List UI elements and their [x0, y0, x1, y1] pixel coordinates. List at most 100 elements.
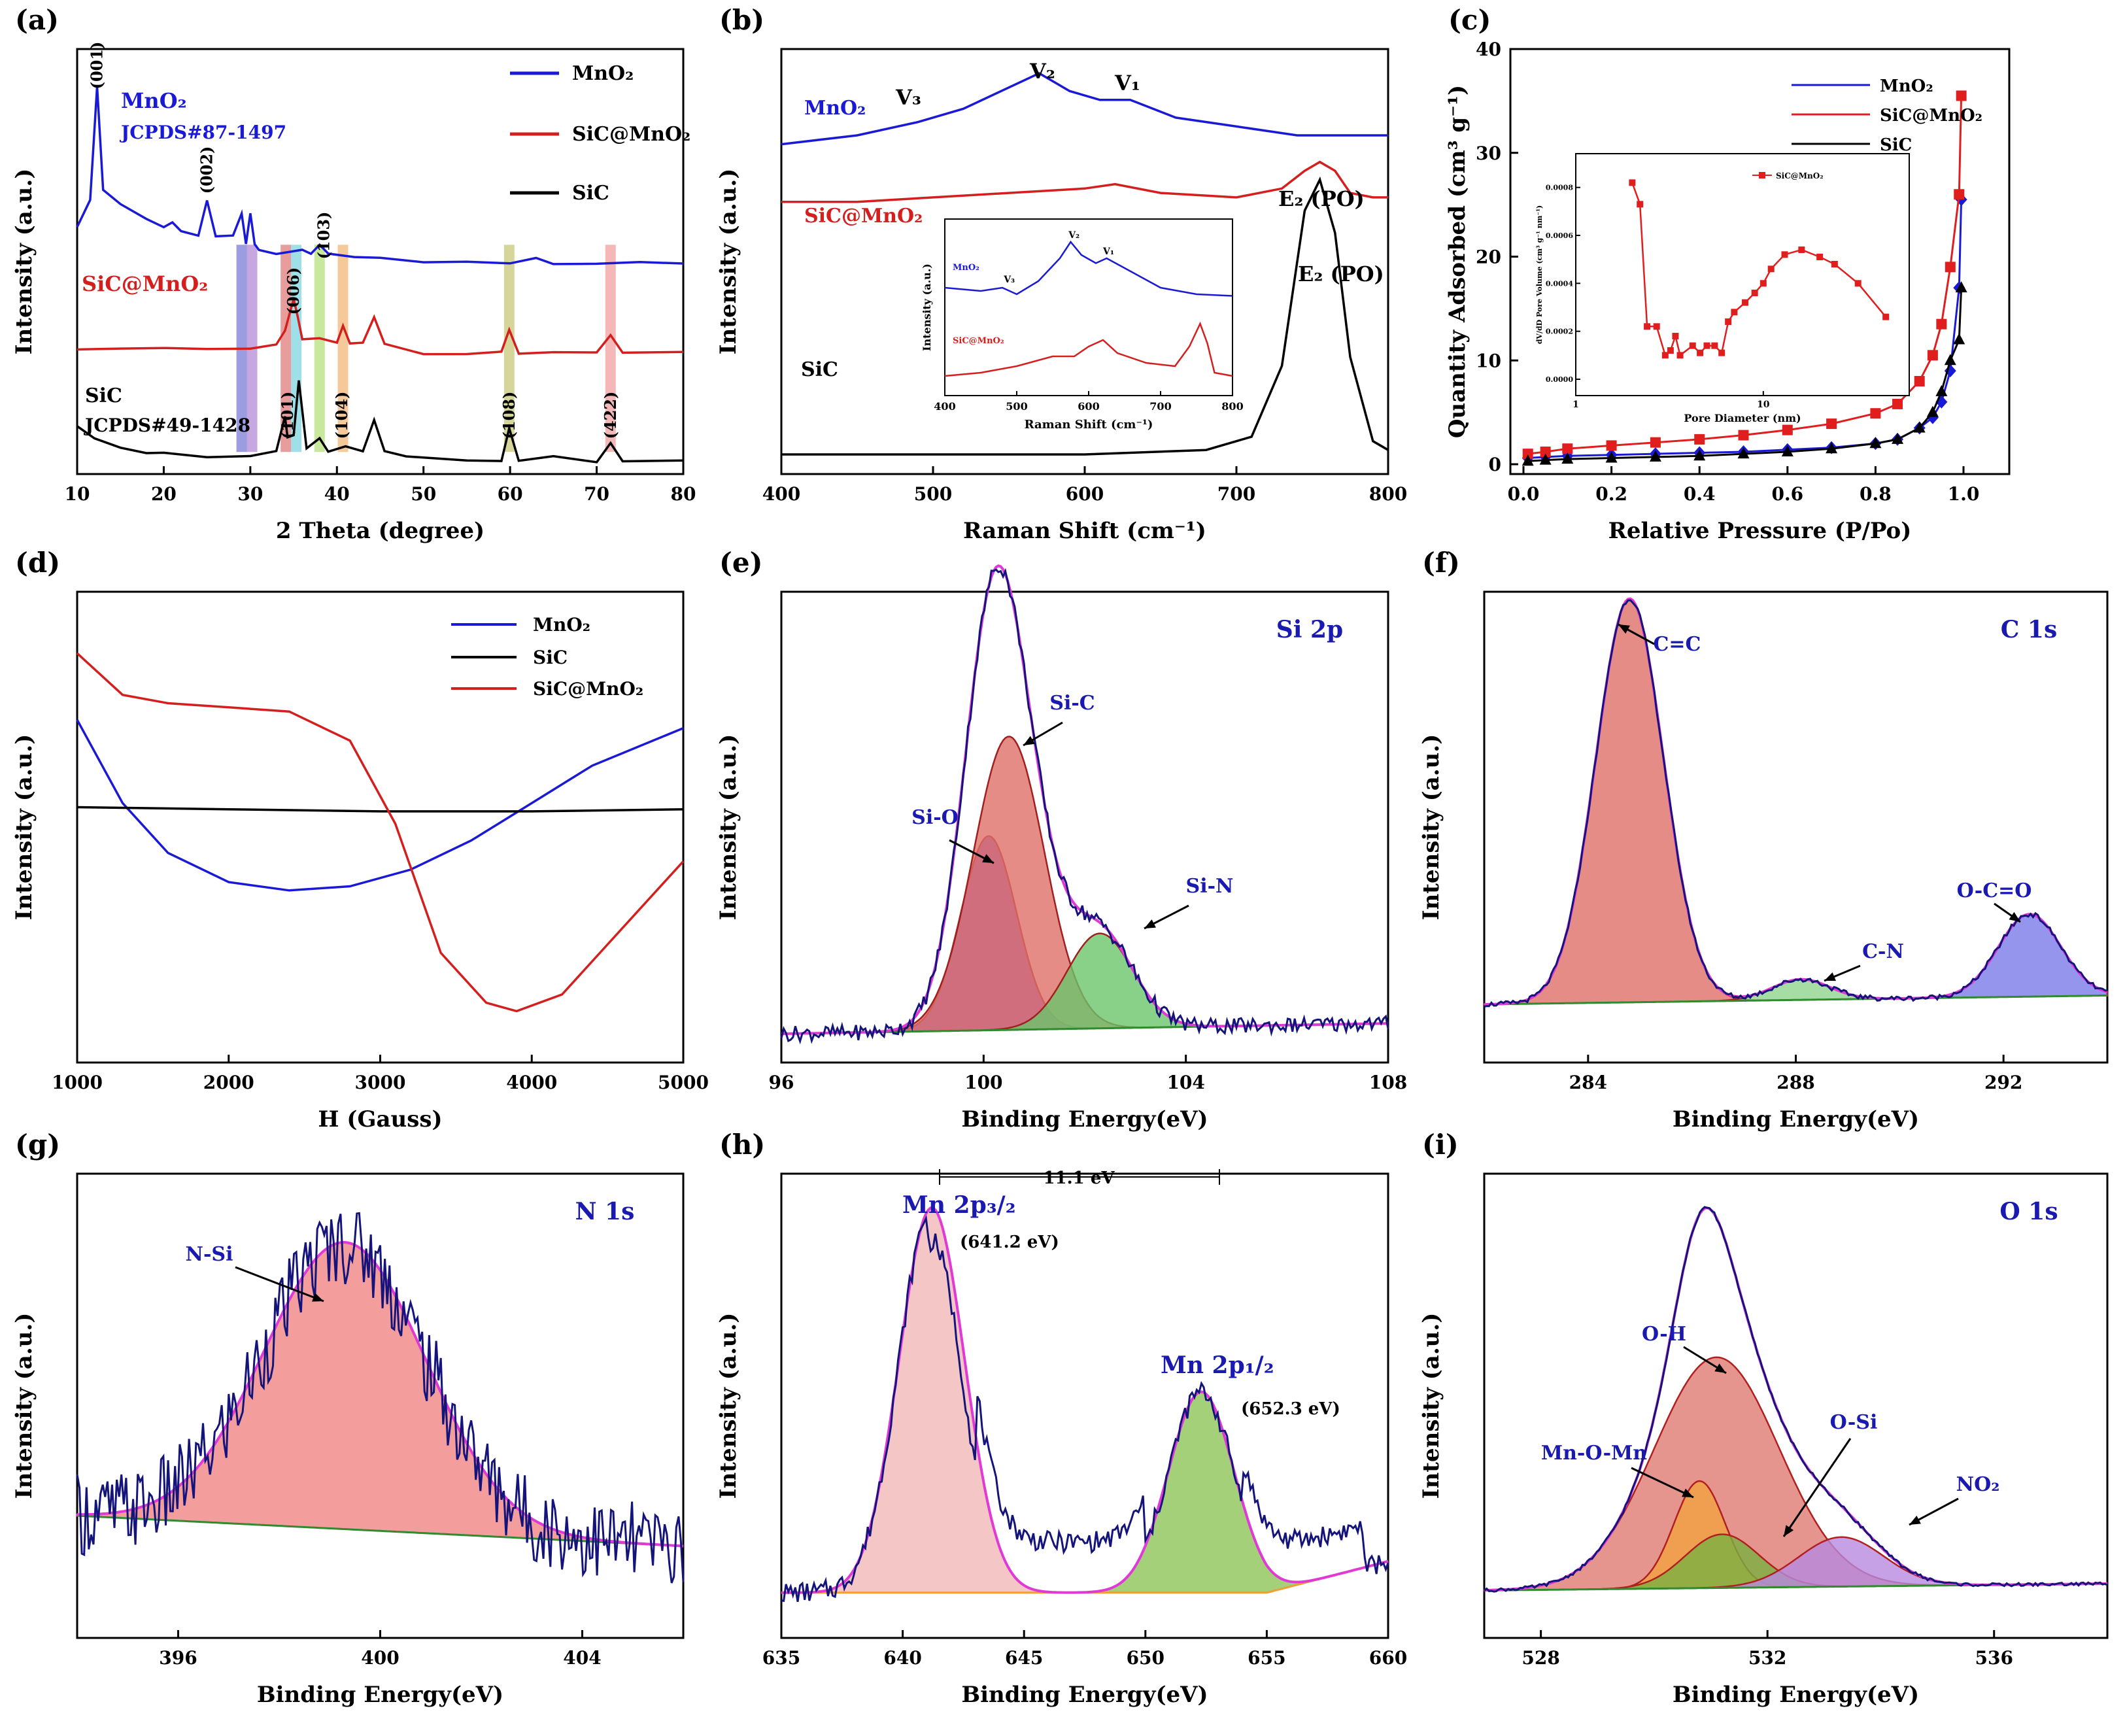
inset-tick-label: 0.0000 — [1546, 375, 1573, 384]
y-axis-label: Intensity (a.u.) — [1418, 734, 1444, 921]
series-line — [781, 160, 1388, 203]
inset-annotation: V₁ — [1102, 247, 1114, 257]
inset-point — [1798, 247, 1805, 253]
panel-h: (h) Binding Energy(eV) Intensity (a.u.) 635… — [715, 1129, 1407, 1708]
y-axis-label: Quantity Adsorbed (cm³ g⁻¹) — [1444, 85, 1470, 438]
legend-label: SiC@MnO₂ — [533, 678, 643, 700]
y-tick-label: 0 — [1489, 454, 1501, 475]
x-tick-label: 292 — [1984, 1072, 2022, 1093]
inset-tick-label: 0.0002 — [1546, 328, 1573, 336]
legend-label: SiC@MnO₂ — [572, 123, 690, 146]
peak-annotation: NO₂ — [1956, 1473, 2000, 1496]
raw-spectrum — [780, 568, 1389, 1045]
inset-point — [1831, 261, 1838, 267]
y-tick-label: 20 — [1476, 247, 1501, 268]
x-tick-label: 800 — [1369, 483, 1407, 505]
series-annotation: V₃ — [895, 85, 921, 110]
inset-point — [1653, 323, 1660, 330]
x-axis-label: 2 Theta (degree) — [276, 518, 484, 544]
inset-point — [1661, 352, 1669, 359]
x-tick-label: 30 — [237, 483, 263, 505]
panel-tag: (a) — [15, 4, 59, 36]
panel-i: (i) Binding Energy(eV) Intensity (a.u.) 528… — [1418, 1129, 2109, 1708]
inset-legend-label: SiC@MnO₂ — [1776, 171, 1824, 180]
inset-y-label: dV/dD Pore Volume (cm³ g⁻¹ nm⁻¹) — [1535, 205, 1544, 345]
series-annotation: V₂ — [1029, 59, 1055, 84]
inset-frame — [1575, 153, 1910, 396]
peak-annotation: C-N — [1862, 940, 1904, 963]
x-tick-label: 400 — [361, 1647, 399, 1669]
x-axis-label: Binding Energy(eV) — [257, 1682, 503, 1708]
x-axis-label: Relative Pressure (P/Po) — [1608, 518, 1912, 544]
x-tick-label: 3000 — [355, 1072, 406, 1093]
peak-annotation: O-H — [1642, 1323, 1686, 1346]
x-tick-label: 536 — [1975, 1647, 2013, 1669]
peak-annotation: C=C — [1654, 633, 1701, 656]
x-axis-label: Binding Energy(eV) — [961, 1682, 1208, 1708]
x-tick-label: 1.0 — [1948, 483, 1980, 505]
panel-f: (f) Binding Energy(eV) Intensity (a.u.) 284… — [1418, 547, 2109, 1132]
panel-e: (e) Binding Energy(eV) Intensity (a.u.) 96 1… — [715, 547, 1407, 1132]
annotation-arrowhead — [2009, 911, 2020, 922]
peak-annotation: (641.2 eV) — [960, 1233, 1059, 1252]
panel-g: (g) Binding Energy(eV) Intensity (a.u.) 396… — [11, 1129, 685, 1708]
inset-legend-marker — [1759, 172, 1765, 179]
inset-point — [1718, 349, 1726, 356]
data-point — [1913, 421, 1926, 433]
y-axis-label: Intensity (a.u.) — [11, 734, 37, 921]
data-point — [1953, 333, 1965, 345]
data-point — [1737, 447, 1750, 459]
inset-annotation: V₂ — [1068, 230, 1080, 241]
x-tick-label: 635 — [762, 1647, 800, 1669]
panel-tag: (d) — [15, 547, 60, 579]
peak-annotation: Mn-O-Mn — [1541, 1442, 1647, 1465]
data-point — [1562, 443, 1573, 454]
inset-series — [944, 321, 1233, 377]
annotation-arrowhead — [1714, 1363, 1726, 1373]
legend-label: SiC — [533, 647, 568, 668]
panel-tag: (g) — [15, 1129, 60, 1161]
fit-component — [1483, 1356, 2107, 1591]
series-line — [76, 652, 685, 1013]
peak-label: (101) — [278, 392, 297, 439]
inset-point — [1742, 299, 1749, 306]
fit-component — [781, 932, 1389, 1035]
inset-annotation: V₃ — [1003, 275, 1015, 285]
panel-tag: (i) — [1422, 1129, 1459, 1161]
panel-tag: (f) — [1422, 547, 1460, 579]
peak-annotation: Si-N — [1186, 875, 1234, 898]
spectrum-title: N 1s — [575, 1198, 635, 1225]
fit-baseline — [76, 1514, 684, 1547]
data-point — [1927, 350, 1938, 361]
legend-label: SiC — [572, 182, 609, 205]
spectrum-title: Si 2p — [1276, 616, 1343, 643]
data-point — [1892, 398, 1903, 409]
inset-point — [1711, 342, 1718, 349]
annotation-arrowhead — [1784, 1525, 1794, 1537]
series-annotation: MnO₂ — [804, 97, 866, 120]
data-point — [1955, 281, 1967, 293]
data-point — [1781, 445, 1794, 456]
annotation-arrowhead — [1144, 919, 1156, 928]
series-annotation: SiC@MnO₂ — [804, 205, 923, 228]
x-tick-label: 0.4 — [1684, 483, 1716, 505]
reference-bar — [503, 245, 515, 452]
inset-point — [1667, 347, 1674, 354]
y-axis-label: Intensity (a.u.) — [715, 1313, 741, 1499]
series-annotation: E₂ (PO) — [1298, 262, 1384, 286]
series-annotation: SiC@MnO₂ — [82, 271, 208, 296]
plot-frame — [1509, 48, 2011, 475]
series-annotation: SiC — [801, 358, 838, 381]
legend-label: SiC — [1880, 135, 1912, 155]
inset-point — [1644, 323, 1651, 330]
legend-label: MnO₂ — [572, 62, 634, 85]
data-point — [1926, 405, 1939, 417]
inset-tick-label: 800 — [1221, 400, 1243, 413]
annotation-arrow — [1631, 1467, 1694, 1499]
spectrum-title: O 1s — [1999, 1198, 2058, 1225]
x-axis-label: Binding Energy(eV) — [1673, 1682, 1919, 1708]
inset-tick-label: 400 — [934, 400, 955, 413]
series-line — [76, 806, 684, 813]
x-tick-label: 284 — [1569, 1072, 1607, 1093]
inset-point — [1676, 352, 1684, 359]
